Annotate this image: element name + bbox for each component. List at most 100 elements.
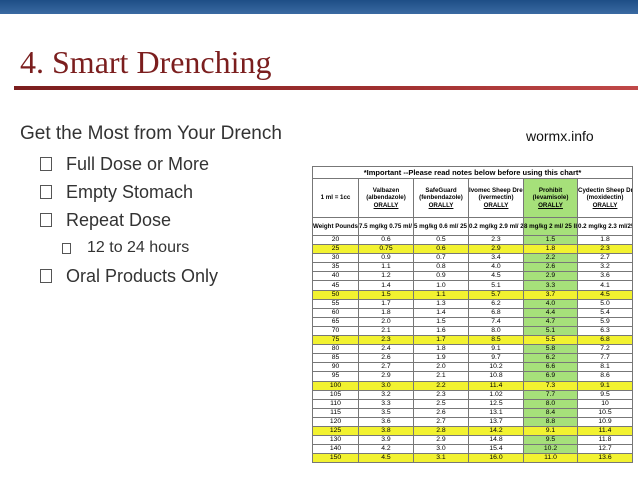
website-label: wormx.info	[526, 128, 594, 144]
title-divider	[14, 86, 638, 90]
product-route: ORALLY	[592, 201, 618, 209]
dose-cell: 7.4	[468, 316, 524, 327]
dose-cell: 9.7	[468, 353, 524, 364]
dose-cell: 2.9	[358, 371, 414, 382]
dose-cell: 2.7	[413, 416, 469, 427]
dose-cell: 0.9	[413, 271, 469, 282]
dose-cell: 1.6	[413, 325, 469, 337]
weight-cell: 120	[312, 416, 359, 427]
dose-cell: 1.2	[358, 271, 414, 282]
product-header-row: 1 ml = 1cc Valbazen (albendazole) ORALLY Sa…	[312, 178, 634, 218]
weight-cell: 50	[312, 289, 359, 300]
weight-cell: 45	[312, 280, 359, 291]
dose-cell: 1.9	[413, 353, 469, 364]
table-row: 100 3.0 2.2 11.4 7.3 9.1	[312, 380, 634, 391]
dose-cell: 0.9	[358, 253, 414, 264]
dose-cell: 6.8	[468, 307, 524, 318]
dose-cell: 2.9	[523, 271, 578, 282]
table-row: 75 2.3 1.7 8.5 5.5 6.8	[312, 335, 634, 346]
dose-cell: 13.7	[468, 416, 524, 427]
weight-cell: 125	[312, 425, 359, 437]
dose-cell: 11.4	[576, 425, 634, 437]
dose-cell: 2.2	[413, 380, 469, 391]
dose-cell: 8.0	[468, 325, 524, 337]
bullet-text: Full Dose or More	[66, 153, 210, 174]
dose-cell: 7.2	[576, 344, 634, 355]
weight-cell: 85	[312, 353, 359, 364]
table-row: 65 2.0 1.5 7.4 4.7 5.9	[312, 316, 634, 327]
dose-header-row: Weight Pounds (lbs) 7.5 mg/kg 0.75 ml/ 2…	[312, 217, 634, 236]
dose-cell: 14.2	[468, 425, 524, 437]
dose-cell: 3.3	[358, 398, 414, 409]
dose-cell: 2.0	[413, 362, 469, 373]
bullet-box-icon	[40, 185, 52, 199]
weight-cell: 140	[312, 444, 359, 455]
dose-cell: 4.1	[576, 280, 634, 291]
dose-cell: 6.3	[576, 325, 634, 337]
dose-cell: 7.7	[576, 353, 634, 364]
dose-cell: 3.0	[413, 444, 469, 455]
dose-cell: 1.5	[413, 316, 469, 327]
dose-cell: 1.5	[358, 289, 414, 300]
bullet-text: Oral Products Only	[66, 265, 219, 286]
weight-cell: 150	[312, 453, 359, 464]
dose-cell: 2.4	[358, 344, 414, 355]
dose-cell: 0.5	[413, 234, 469, 246]
dose-cell: 2.3	[358, 335, 414, 346]
table-row: 60 1.8 1.4 6.8 4.4 5.4	[312, 307, 634, 318]
dose-cell: 9.5	[576, 389, 634, 400]
dose-cell: 9.1	[523, 425, 578, 437]
table-row: 95 2.9 2.1 10.8 6.9 8.6	[312, 371, 634, 382]
dose-cell: 13.6	[576, 453, 634, 464]
dose-cell: 6.2	[523, 353, 578, 364]
dose-cell: 6.9	[523, 371, 578, 382]
table-row: 125 3.8 2.8 14.2 9.1 11.4	[312, 425, 634, 437]
product-generic: (moxidectin)	[586, 194, 624, 202]
dose-cell: 6.6	[523, 362, 578, 373]
table-row: 115 3.5 2.6 13.1 8.4 10.5	[312, 407, 634, 418]
dose-cell: 2.5	[413, 398, 469, 409]
weight-cell: 20	[312, 234, 359, 246]
table-row: 80 2.4 1.8 9.1 5.8 7.2	[312, 344, 634, 355]
dose-cell: 12.7	[576, 444, 634, 455]
table-note: *Important --Please read notes below bef…	[311, 166, 634, 179]
bullet-item: Repeat Dose	[40, 206, 218, 234]
table-row: 20 0.6 0.5 2.3 1.5 1.8	[312, 234, 634, 246]
table-row: 50 1.5 1.1 5.7 3.7 4.5	[312, 289, 634, 300]
bullet-text: Empty Stomach	[66, 181, 194, 202]
dose-cell: 5.1	[468, 280, 524, 291]
dose-cell: 10.2	[523, 444, 578, 455]
weight-cell: 35	[312, 262, 359, 273]
dose-cell: 5.7	[468, 289, 524, 300]
bullet-box-icon	[40, 157, 52, 171]
product-name: Cydectin Sheep Drench	[578, 186, 632, 194]
dose-cell: 3.2	[358, 389, 414, 400]
dose-cell: 1.8	[413, 344, 469, 355]
dose-cell: 10.5	[576, 407, 634, 418]
dose-cell: 0.6	[413, 244, 469, 255]
table-row: 120 3.6 2.7 13.7 8.8 10.9	[312, 416, 634, 427]
dose-cell: 8.5	[468, 335, 524, 346]
dose-cell: 2.6	[358, 353, 414, 364]
weight-cell: 100	[312, 380, 359, 391]
dose-cell: 6.8	[576, 335, 634, 346]
dose-cell: 8.8	[523, 416, 578, 427]
dose-cell: 2.6	[523, 262, 578, 273]
dose-cell: 0.7	[413, 253, 469, 264]
weight-cell: 110	[312, 398, 359, 409]
sub-bullet-item: 12 to 24 hours	[62, 234, 218, 262]
dose-cell: 9.5	[523, 435, 578, 446]
dose-cell: 0.6	[358, 234, 414, 246]
weight-cell: 105	[312, 389, 359, 400]
product-generic: (albendazole)	[366, 194, 406, 202]
dose-cell: 1.7	[358, 298, 414, 309]
bullet-list: Full Dose or More Empty Stomach Repeat Dos…	[40, 150, 218, 290]
table-row: 40 1.2 0.9 4.5 2.9 3.6	[312, 271, 634, 282]
dose-cell: 1.1	[413, 289, 469, 300]
dose-cell: 1.5	[523, 234, 578, 246]
table-row: 45 1.4 1.0 5.1 3.3 4.1	[312, 280, 634, 291]
product-name: Ivomec Sheep Drench	[469, 186, 523, 194]
dose-cell: 4.2	[358, 444, 414, 455]
dose-cell: 1.8	[576, 234, 634, 246]
bullet-item: Empty Stomach	[40, 178, 218, 206]
